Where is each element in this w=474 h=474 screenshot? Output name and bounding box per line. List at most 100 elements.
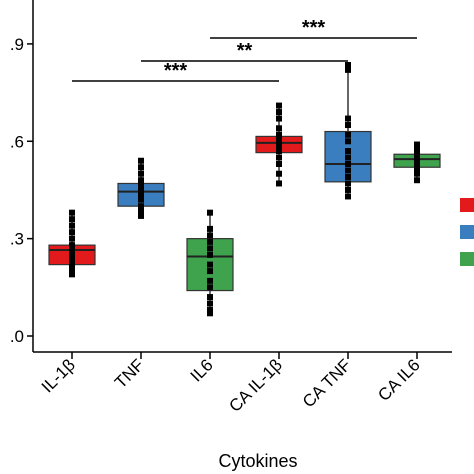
data-point	[69, 258, 75, 265]
box-2	[186, 209, 234, 317]
data-point	[345, 131, 351, 138]
data-point	[414, 148, 420, 155]
axes	[32, 0, 452, 353]
data-point	[207, 294, 213, 301]
data-point	[207, 251, 213, 258]
significance-bracket: ***	[210, 17, 417, 39]
data-point	[207, 232, 213, 239]
data-point	[69, 222, 75, 229]
box-1	[117, 157, 165, 219]
x-tick-label: IL-1β	[38, 355, 79, 396]
data-point	[345, 160, 351, 167]
data-point	[207, 300, 213, 307]
box-3	[255, 102, 303, 187]
data-point	[69, 251, 75, 258]
data-point	[345, 180, 351, 187]
significance-label: ***	[164, 60, 188, 82]
data-point	[276, 170, 282, 177]
data-point	[414, 144, 420, 151]
data-point	[207, 261, 213, 268]
data-point	[69, 248, 75, 255]
data-point	[138, 177, 144, 184]
data-point	[207, 277, 213, 284]
data-point	[138, 206, 144, 213]
box-5	[393, 141, 441, 184]
data-point	[138, 209, 144, 216]
box-0	[48, 209, 96, 278]
data-point	[69, 264, 75, 271]
significance-bracket: ***	[72, 60, 279, 82]
x-tick-label: IL6	[187, 355, 217, 385]
data-point	[414, 170, 420, 177]
data-point	[345, 154, 351, 161]
data-point	[345, 186, 351, 193]
data-point	[276, 154, 282, 161]
data-point	[276, 131, 282, 138]
y-tick-label: .3	[10, 230, 24, 249]
data-point	[69, 235, 75, 242]
data-point	[207, 238, 213, 245]
boxes	[48, 62, 441, 317]
data-point	[414, 157, 420, 164]
data-point	[69, 242, 75, 249]
data-point	[207, 307, 213, 314]
x-tick-label: TNF	[111, 355, 148, 392]
legend	[460, 198, 474, 266]
data-point	[69, 216, 75, 223]
data-point	[276, 180, 282, 187]
data-point	[414, 164, 420, 171]
data-point	[414, 154, 420, 161]
data-point	[207, 284, 213, 291]
y-tick-label: .6	[10, 132, 24, 151]
data-point	[414, 141, 420, 148]
data-point	[345, 66, 351, 73]
legend-swatch	[460, 252, 474, 266]
data-point	[276, 102, 282, 109]
data-point	[69, 271, 75, 278]
significance-bracket: **	[141, 40, 348, 62]
data-point	[345, 148, 351, 155]
y-tick-label: .9	[10, 35, 24, 54]
data-point	[138, 203, 144, 210]
data-point	[276, 115, 282, 122]
data-point	[138, 190, 144, 197]
data-point	[276, 141, 282, 148]
legend-swatch	[460, 225, 474, 239]
x-ticks: IL-1β TNF IL6 CA IL-1β CA TNF CA IL6	[38, 352, 424, 416]
data-point	[345, 138, 351, 145]
data-point	[207, 310, 213, 317]
y-tick-label: .0	[10, 327, 24, 346]
x-tick-label: CA IL-1β	[225, 355, 286, 416]
data-point	[138, 212, 144, 219]
data-point	[345, 193, 351, 200]
data-point	[69, 209, 75, 216]
data-point	[276, 148, 282, 155]
data-point	[69, 261, 75, 268]
y-ticks: .0 .3 .6 .9	[10, 35, 33, 346]
data-point	[138, 180, 144, 187]
significance-label: **	[237, 40, 253, 62]
legend-swatch	[460, 198, 474, 212]
data-point	[276, 125, 282, 132]
data-point	[69, 255, 75, 262]
data-point	[414, 151, 420, 158]
data-point	[138, 196, 144, 203]
box-4	[324, 62, 372, 200]
data-point	[207, 268, 213, 275]
data-point	[138, 170, 144, 177]
data-point	[207, 245, 213, 252]
data-point	[207, 225, 213, 232]
data-point	[345, 115, 351, 122]
data-point	[138, 186, 144, 193]
data-point	[345, 167, 351, 174]
data-point	[138, 157, 144, 164]
data-point	[414, 177, 420, 184]
data-point	[138, 183, 144, 190]
x-tick-label: CA TNF	[299, 355, 355, 411]
data-point	[345, 62, 351, 69]
data-point	[276, 135, 282, 142]
data-point	[276, 160, 282, 167]
significance-brackets: ********	[72, 17, 417, 82]
x-axis-title: Cytokines	[218, 451, 297, 471]
significance-label: ***	[302, 17, 326, 39]
